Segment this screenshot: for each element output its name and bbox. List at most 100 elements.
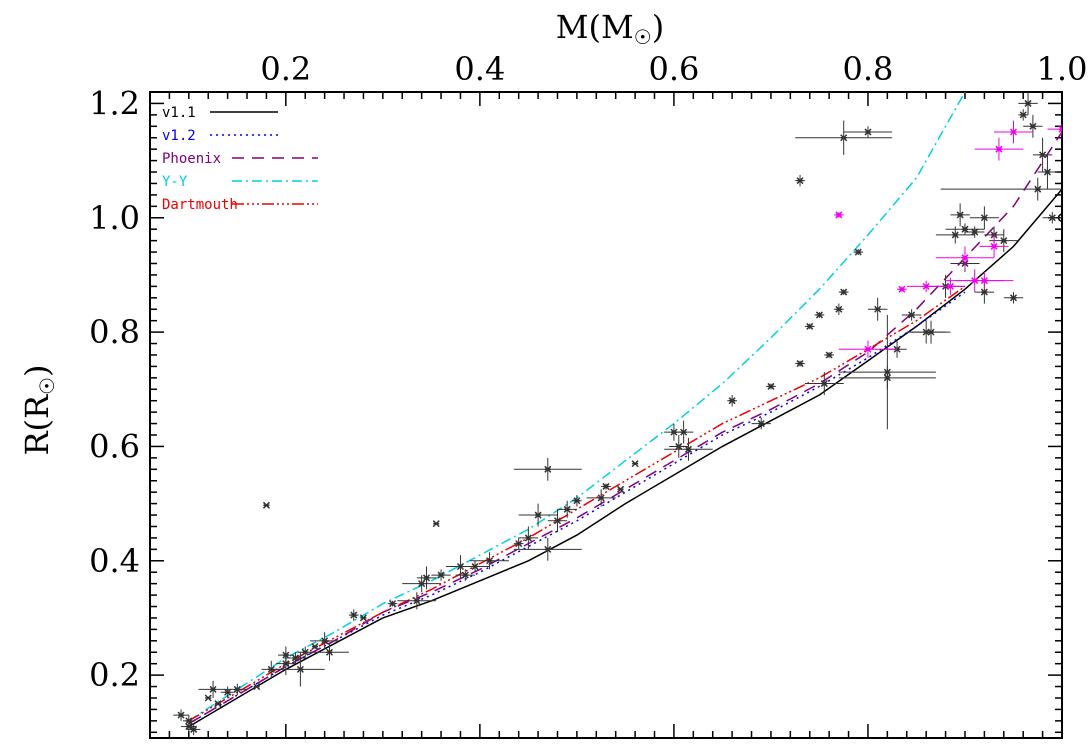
observation-point bbox=[198, 680, 228, 698]
observation-point bbox=[253, 683, 261, 691]
observation-point bbox=[1032, 137, 1053, 173]
y-axis-title: R(R☉) bbox=[18, 364, 59, 455]
observation-point bbox=[586, 489, 616, 507]
observation-point bbox=[431, 569, 451, 581]
observation-point bbox=[1018, 92, 1038, 115]
observation-point bbox=[969, 206, 999, 230]
observation-point bbox=[432, 520, 440, 528]
observation-point bbox=[397, 592, 437, 610]
observation-point bbox=[310, 632, 340, 650]
observation-point bbox=[1042, 212, 1062, 224]
observation-point bbox=[460, 560, 490, 573]
observation-point bbox=[262, 501, 270, 509]
observation-point bbox=[751, 417, 771, 430]
observation-point bbox=[276, 652, 325, 687]
observation-point-magenta bbox=[834, 211, 844, 219]
observation-point bbox=[470, 552, 509, 570]
observation-point bbox=[387, 600, 398, 608]
observation-point bbox=[664, 437, 713, 461]
y-tick-label: 0.4 bbox=[89, 542, 140, 580]
axes: 0.2 0.4 0.6 0.8 1.0 0.2 0.4 0.6 0.8 1.0 1.2 bbox=[89, 50, 1088, 739]
observation-point bbox=[795, 360, 805, 368]
observation-point bbox=[1023, 114, 1043, 138]
observation-point bbox=[814, 311, 825, 319]
plot-frame bbox=[149, 91, 1063, 739]
x-tick-label: 0.8 bbox=[843, 50, 894, 88]
x-axis-title: M(M☉) bbox=[556, 8, 664, 49]
x-tick-label: 0.6 bbox=[648, 50, 699, 88]
observation-point bbox=[186, 723, 201, 736]
observation-point bbox=[617, 485, 625, 493]
observation-point bbox=[824, 351, 834, 359]
observation-point-magenta bbox=[979, 234, 1009, 258]
observation-point bbox=[297, 646, 313, 658]
observation-point-magenta bbox=[1047, 123, 1062, 135]
observation-point bbox=[1018, 109, 1029, 121]
observation-point bbox=[669, 435, 689, 458]
observation-point-magenta bbox=[838, 340, 898, 358]
observation-point bbox=[173, 709, 189, 721]
observation-point bbox=[518, 503, 558, 527]
observation-point bbox=[804, 372, 844, 395]
legend-label-dartmouth: Dartmouth bbox=[162, 197, 238, 213]
legend-label-v1.1: v1.1 bbox=[162, 105, 196, 121]
y-tick-label: 1.2 bbox=[89, 84, 140, 122]
observation-point bbox=[935, 226, 975, 244]
observation-point bbox=[311, 643, 319, 651]
observation-point bbox=[867, 297, 888, 321]
observation-point bbox=[204, 694, 212, 702]
model-curves bbox=[188, 92, 1062, 728]
x-tick-label: 1.0 bbox=[1037, 50, 1088, 88]
observation-point bbox=[940, 177, 1062, 201]
observation-point bbox=[285, 652, 306, 664]
observation-point bbox=[964, 226, 985, 238]
observation-point bbox=[359, 614, 367, 622]
observation-point bbox=[601, 482, 611, 490]
observation-point-magenta bbox=[974, 137, 1024, 161]
observation-point bbox=[901, 309, 922, 321]
observation-point bbox=[843, 126, 893, 138]
series-line-v1.2 bbox=[188, 291, 966, 725]
observation-point bbox=[631, 460, 639, 468]
observation-point bbox=[673, 420, 694, 444]
observation-point bbox=[348, 609, 359, 621]
observation-point bbox=[727, 394, 737, 407]
y-tick-label: 0.8 bbox=[89, 313, 140, 351]
observation-point bbox=[547, 509, 568, 533]
observation-point-magenta bbox=[955, 272, 1014, 290]
x-tick-label: 0.2 bbox=[260, 50, 311, 88]
observation-point bbox=[795, 174, 805, 187]
observation-point bbox=[838, 314, 936, 430]
y-tick-label: 0.2 bbox=[89, 656, 140, 694]
observation-point bbox=[1003, 292, 1024, 304]
observation-point bbox=[974, 280, 995, 304]
legend-label-phoenix: Phoenix bbox=[162, 151, 221, 167]
observation-point bbox=[214, 700, 222, 708]
observation-point bbox=[1037, 154, 1058, 190]
series-line-y-y bbox=[188, 92, 966, 722]
legend: v1.1 v1.2 Phoenix Y-Y Dartmouth bbox=[162, 105, 318, 213]
observation-point-magenta bbox=[897, 285, 907, 293]
observation-point bbox=[513, 457, 582, 481]
observations bbox=[173, 92, 1062, 736]
observation-point bbox=[766, 382, 776, 390]
observation-point bbox=[310, 643, 349, 661]
observation-point bbox=[834, 303, 844, 315]
legend-label-v1.2: v1.2 bbox=[162, 128, 196, 144]
observation-point bbox=[945, 223, 985, 235]
legend-label-y-y: Y-Y bbox=[162, 174, 188, 190]
observation-point bbox=[518, 526, 539, 550]
observation-point bbox=[557, 500, 577, 518]
observation-point bbox=[853, 248, 864, 256]
y-tick-label: 0.6 bbox=[89, 427, 140, 465]
observation-point bbox=[220, 686, 235, 698]
sun-point bbox=[1057, 213, 1062, 223]
observation-point-magenta bbox=[994, 120, 1033, 144]
observation-point bbox=[455, 569, 476, 581]
x-tick-label: 0.4 bbox=[454, 50, 505, 88]
observation-point bbox=[416, 566, 437, 590]
observation-point bbox=[513, 537, 582, 561]
observation-point bbox=[513, 537, 524, 550]
observation-point bbox=[950, 203, 970, 227]
